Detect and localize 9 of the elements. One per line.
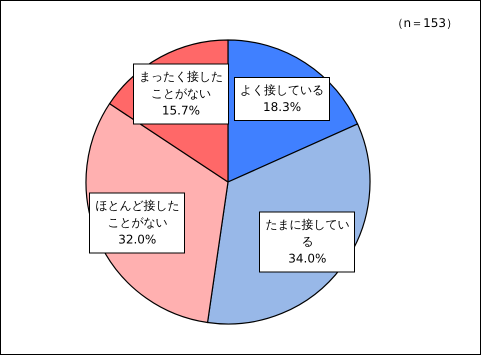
slice-label: よく接している	[239, 82, 326, 99]
data-label: 18.3%	[262, 98, 302, 116]
slice-label: まったく接したことがない	[138, 68, 224, 103]
data-label: 34.0%	[287, 250, 328, 268]
slice-label: たまに接している	[264, 216, 350, 250]
data-label: 15.7%	[160, 102, 201, 120]
data-label: 32.0%	[117, 231, 158, 248]
slice-label: ほとんど接したことがない	[94, 197, 180, 232]
annotation: （n＝153）	[391, 15, 458, 32]
